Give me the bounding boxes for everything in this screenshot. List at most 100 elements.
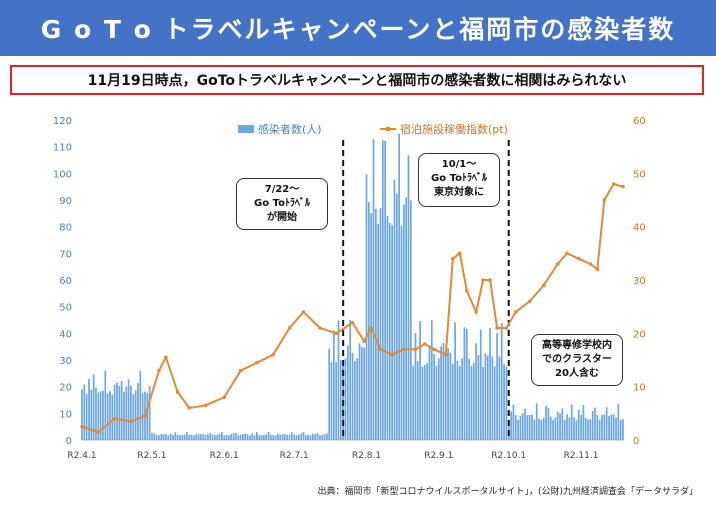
y-left-tick-label: 60: [59, 276, 72, 287]
bar: [365, 174, 368, 440]
bar: [297, 434, 300, 440]
bar: [617, 403, 620, 440]
bar: [610, 414, 613, 440]
bar: [230, 433, 233, 440]
source-note: 出典：福岡市「新型コロナウイルスポータルサイト」，(公財)九州経済調査会「データ…: [317, 487, 698, 497]
bar: [207, 434, 209, 440]
bar: [582, 405, 585, 440]
y-right-tick-label: 60: [633, 116, 646, 127]
y-left-tick-label: 30: [59, 356, 72, 367]
bar: [325, 433, 328, 440]
x-tick-label: R2.11.1: [564, 451, 599, 461]
bar: [279, 434, 282, 440]
legend-bar-label: 感染者数(人): [258, 122, 322, 136]
bar: [169, 433, 172, 440]
bar: [146, 392, 149, 440]
bar: [118, 385, 121, 440]
page-title: G o T o トラベルキャンペーンと福岡市の感染者数: [0, 0, 716, 56]
x-tick-label: R2.6.1: [210, 451, 239, 461]
bar: [517, 419, 519, 440]
bar: [293, 434, 296, 440]
bar: [158, 435, 160, 440]
bar: [503, 364, 505, 440]
y-right-tick-label: 50: [633, 169, 646, 180]
bar: [615, 417, 617, 440]
bar: [409, 200, 412, 440]
bar: [330, 362, 333, 440]
bar: [99, 391, 102, 440]
bar: [605, 407, 608, 440]
bar: [284, 434, 286, 440]
bar: [104, 370, 107, 440]
bar: [561, 408, 564, 440]
y-left-tick-label: 70: [59, 249, 72, 260]
bar: [407, 155, 410, 440]
bar: [246, 434, 249, 440]
bar: [547, 407, 550, 440]
x-tick-label: R2.10.1: [491, 451, 526, 461]
bar: [153, 433, 156, 440]
bar: [477, 355, 480, 440]
bar: [512, 404, 515, 440]
bar: [221, 432, 223, 440]
bar: [244, 433, 247, 440]
occupancy-point: [481, 278, 485, 282]
bar: [139, 370, 142, 440]
occupancy-point: [287, 326, 292, 330]
occupancy-point: [129, 419, 133, 424]
bar: [125, 386, 128, 440]
bar: [535, 403, 538, 440]
occupancy-point: [495, 326, 499, 330]
occupancy-point: [318, 326, 322, 330]
occupancy-point: [488, 278, 492, 282]
bar: [274, 435, 277, 440]
bar: [148, 385, 151, 440]
occupancy-point: [175, 390, 180, 394]
bar: [374, 208, 377, 440]
bar: [505, 366, 508, 440]
y-left-tick-label: 40: [59, 329, 72, 340]
bar: [132, 393, 135, 440]
occupancy-point: [369, 326, 373, 330]
bar: [601, 414, 603, 440]
x-tick-label: R2.7.1: [280, 451, 309, 461]
bar: [351, 352, 354, 440]
bar: [267, 432, 270, 440]
bar: [277, 433, 279, 440]
occupancy-point: [595, 267, 600, 272]
x-tick-label: R2.5.1: [137, 451, 166, 461]
bar: [102, 390, 104, 440]
bar: [81, 389, 83, 440]
occupancy-point: [222, 395, 227, 400]
bar: [356, 358, 359, 440]
bar: [388, 223, 391, 440]
occupancy-point: [527, 299, 532, 304]
chart-subtitle: 11月19日時点，GoToトラベルキャンペーンと福岡市の感染者数に相関はみられな…: [10, 65, 704, 95]
bar: [232, 433, 235, 440]
bar: [372, 139, 375, 440]
bar: [174, 432, 177, 440]
bar: [479, 329, 482, 440]
occupancy-point: [450, 256, 455, 261]
occupancy-point: [541, 283, 546, 288]
bar: [290, 432, 293, 440]
bar: [465, 328, 468, 440]
occupancy-point: [402, 347, 406, 352]
bar: [367, 202, 370, 440]
occupancy-point: [390, 352, 394, 357]
bar: [179, 435, 181, 440]
bar: [328, 348, 331, 440]
bar: [486, 355, 489, 440]
bar: [533, 419, 536, 440]
bar: [358, 343, 361, 440]
bar: [183, 434, 186, 440]
bar: [235, 432, 237, 440]
bar: [454, 322, 456, 440]
bar: [540, 419, 543, 440]
bar: [127, 379, 130, 440]
bar: [88, 378, 90, 440]
occupancy-point: [621, 184, 625, 189]
bar: [172, 434, 174, 440]
legend-line-label: 宿泊施設稼働指数(pt): [400, 122, 508, 136]
y-left-tick-label: 90: [59, 196, 72, 207]
